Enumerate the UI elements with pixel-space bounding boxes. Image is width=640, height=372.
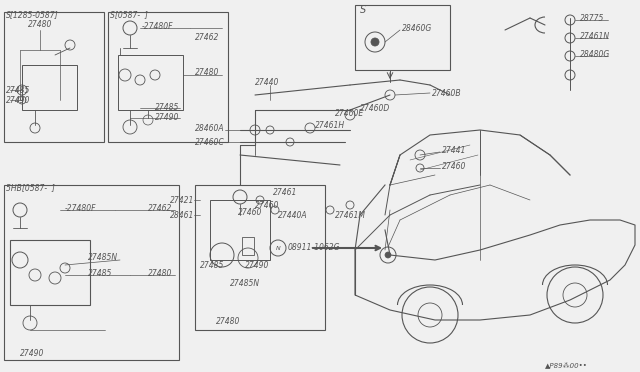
Text: N: N	[276, 246, 280, 250]
Text: 28460A: 28460A	[195, 124, 225, 132]
Bar	[4, 185, 179, 360]
Text: 27462: 27462	[195, 32, 220, 42]
Text: 27485N: 27485N	[230, 279, 260, 288]
Text: S[0587-  ]: S[0587- ]	[110, 10, 148, 19]
Text: 08911-1062G: 08911-1062G	[288, 244, 340, 253]
Bar	[10, 240, 90, 305]
Circle shape	[385, 252, 391, 258]
Text: 27461: 27461	[273, 187, 298, 196]
Text: 27490: 27490	[155, 112, 179, 122]
Text: 27480: 27480	[28, 19, 52, 29]
Text: 27490: 27490	[245, 260, 269, 269]
Text: 27441: 27441	[442, 145, 467, 154]
Bar	[118, 55, 183, 110]
Text: -27480F: -27480F	[65, 203, 97, 212]
Text: 27440: 27440	[255, 77, 280, 87]
Text: 28461: 28461	[170, 211, 195, 219]
Text: S[1285-0587]: S[1285-0587]	[6, 10, 59, 19]
Text: S: S	[360, 5, 366, 15]
Bar	[108, 12, 228, 142]
Bar	[242, 237, 254, 255]
Text: 27461H: 27461H	[315, 121, 345, 129]
Text: 27421: 27421	[170, 196, 195, 205]
Text: 27460: 27460	[255, 201, 280, 209]
Text: 27462: 27462	[148, 203, 172, 212]
Text: 27460: 27460	[442, 161, 467, 170]
Text: -27480F: -27480F	[142, 22, 173, 31]
Text: 27485: 27485	[88, 269, 113, 278]
Text: 27485: 27485	[6, 86, 30, 94]
Text: 27480: 27480	[148, 269, 172, 278]
Bar	[195, 185, 325, 330]
Text: 28480G: 28480G	[580, 49, 611, 58]
Text: 28460G: 28460G	[402, 23, 432, 32]
Text: 27485: 27485	[200, 260, 225, 269]
Text: 27460E: 27460E	[335, 109, 364, 118]
Text: 27480: 27480	[216, 317, 240, 327]
Bar	[355, 5, 450, 70]
Text: 27461N: 27461N	[580, 32, 610, 41]
Text: 28775: 28775	[580, 13, 604, 22]
Text: 27490: 27490	[6, 96, 30, 105]
Bar	[4, 12, 104, 142]
Text: 27480: 27480	[195, 67, 220, 77]
Bar	[210, 200, 270, 260]
Text: 27485N: 27485N	[88, 253, 118, 263]
Text: 5HB[0587-  ]: 5HB[0587- ]	[6, 183, 55, 192]
Text: 27460B: 27460B	[432, 89, 461, 97]
Text: 27460C: 27460C	[195, 138, 225, 147]
Bar	[22, 65, 77, 110]
Text: 27460: 27460	[238, 208, 262, 217]
Text: 27490: 27490	[20, 349, 44, 357]
Text: 27440A: 27440A	[278, 211, 308, 219]
Text: 27460D: 27460D	[360, 103, 390, 112]
Circle shape	[371, 38, 379, 46]
Text: 27461M: 27461M	[335, 211, 366, 219]
Text: ▲P89⁂00••: ▲P89⁂00••	[545, 362, 588, 368]
Text: 27485: 27485	[155, 103, 179, 112]
